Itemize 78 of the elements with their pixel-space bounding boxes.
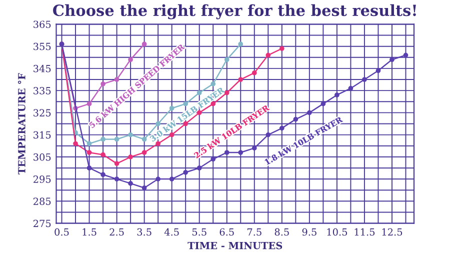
y-tick-label: 335: [34, 87, 51, 94]
y-tick-label: 355: [34, 42, 51, 50]
point: [100, 152, 106, 158]
y-tick-label: 275: [33, 220, 51, 228]
x-tick-label: 8.5: [274, 228, 289, 236]
x-tick-label: 10.5: [327, 228, 348, 236]
y-tick-label: 295: [33, 176, 51, 183]
point: [334, 92, 340, 98]
point: [86, 101, 92, 106]
point: [156, 141, 160, 146]
x-tick-label: 9.5: [302, 228, 316, 236]
point: [114, 161, 120, 166]
x-axis-title: TIME - MINUTES: [188, 242, 282, 250]
point: [279, 46, 284, 51]
point: [142, 185, 147, 190]
point: [142, 136, 147, 142]
point: [128, 132, 133, 138]
x-tick-label: 4.5: [164, 228, 179, 236]
point: [238, 42, 244, 47]
point: [169, 132, 174, 138]
y-tick-label: 325: [34, 109, 51, 117]
point: [86, 141, 92, 146]
point: [279, 126, 284, 131]
point: [293, 116, 298, 122]
point: [210, 81, 216, 86]
y-tick-label: 365: [34, 20, 51, 28]
point: [86, 150, 92, 155]
point: [403, 52, 408, 58]
point: [128, 57, 133, 62]
x-tick-label: 2.5: [110, 228, 124, 236]
y-tick-label: 305: [34, 153, 51, 161]
y-tick-label: 285: [33, 198, 51, 205]
point: [224, 150, 230, 155]
point: [238, 150, 244, 155]
point: [114, 136, 120, 142]
point: [266, 132, 271, 138]
point: [73, 141, 78, 146]
point: [142, 150, 147, 155]
point: [252, 146, 257, 150]
point: [362, 77, 367, 82]
point: [376, 68, 381, 74]
point: [100, 136, 106, 142]
point: [210, 156, 216, 162]
point: [306, 110, 312, 116]
y-axis-title: TEMPERATURE °F: [18, 73, 26, 174]
y-tick-label: 315: [34, 131, 51, 139]
point: [320, 101, 326, 106]
y-tick-label: 345: [34, 64, 51, 72]
x-tick-label: 11.5: [354, 228, 375, 236]
point: [86, 166, 92, 170]
point: [100, 172, 106, 178]
x-tick-label: 6.5: [220, 228, 234, 236]
point: [142, 42, 147, 47]
point: [100, 81, 106, 86]
point: [128, 181, 133, 186]
point: [252, 70, 257, 76]
x-tick-label: 7.5: [247, 228, 262, 236]
point: [390, 57, 394, 62]
x-tick-label: 5.5: [192, 228, 206, 236]
point: [156, 176, 160, 182]
point: [114, 176, 120, 182]
point: [169, 176, 174, 182]
point: [156, 121, 160, 126]
point: [196, 166, 202, 170]
x-tick-label: 0.5: [54, 228, 69, 236]
point: [169, 106, 174, 111]
x-tick-label: 1.5: [82, 228, 96, 236]
point: [114, 77, 120, 82]
point: [266, 52, 271, 58]
point: [238, 77, 244, 82]
point: [348, 86, 354, 91]
chart-title: Choose the right fryer for the best results!: [53, 4, 416, 20]
point: [183, 101, 188, 106]
point: [128, 154, 133, 160]
point: [183, 170, 188, 175]
x-tick-label: 3.5: [137, 228, 152, 236]
x-tick-label: 12.5: [382, 228, 402, 236]
point: [224, 57, 230, 62]
